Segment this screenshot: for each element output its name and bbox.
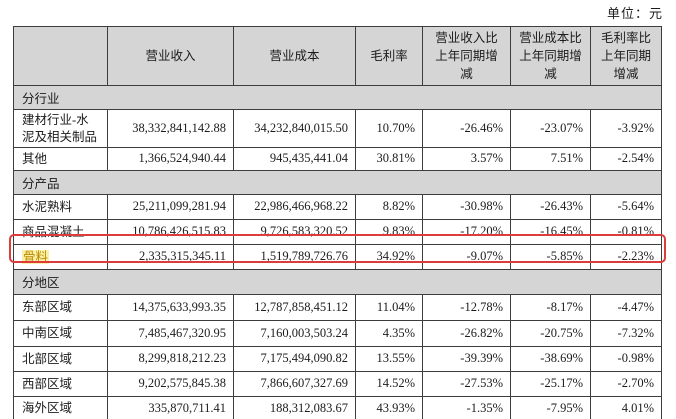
row-label: 北部区域 — [13, 345, 108, 372]
cell-margin: 30.81% — [355, 146, 423, 171]
cell-revenue-yoy: -26.82% — [422, 319, 511, 347]
cell-revenue: 9,202,575,845.38 — [107, 370, 234, 397]
col-header-blank — [13, 25, 108, 87]
section-row-industry: 分行业 — [13, 85, 662, 111]
cell-revenue-yoy: -39.39% — [422, 345, 511, 372]
table-row: 商品混凝土 10,786,426,515.83 9,726,583,320.52… — [13, 218, 662, 245]
col-header-revenue: 营业收入 — [107, 25, 234, 87]
section-title: 分产品 — [13, 169, 662, 195]
cell-margin: 8.82% — [355, 193, 423, 220]
cell-margin-yoy: -4.47% — [590, 293, 662, 321]
col-header-cost: 营业成本 — [233, 25, 356, 87]
cell-revenue-yoy: -27.53% — [422, 370, 511, 397]
row-label: 东部区域 — [13, 293, 108, 321]
cell-cost-yoy: -16.45% — [510, 218, 591, 245]
cell-cost: 12,787,858,451.12 — [233, 293, 356, 321]
cell-cost-yoy: -25.17% — [510, 370, 591, 397]
table-row: 北部区域 8,299,818,212.23 7,175,494,090.82 1… — [13, 345, 662, 372]
header-row: 营业收入 营业成本 毛利率 营业收入比上年同期增减 营业成本比上年同期增减 毛利… — [13, 25, 662, 87]
col-header-revenue-yoy: 营业收入比上年同期增减 — [422, 25, 511, 87]
cell-cost-yoy: 7.51% — [510, 146, 591, 171]
cell-revenue: 25,211,099,281.94 — [107, 193, 234, 220]
row-label: 中南区域 — [13, 319, 108, 347]
cell-revenue: 2,335,315,345.11 — [107, 243, 234, 270]
cell-margin: 34.92% — [355, 243, 423, 270]
cell-margin-yoy: -5.64% — [590, 193, 662, 220]
cell-cost: 7,866,607,327.69 — [233, 370, 356, 397]
row-label: 骨料 — [13, 243, 108, 270]
cell-revenue-yoy: 3.57% — [422, 146, 511, 171]
cell-revenue-yoy: -1.35% — [422, 395, 511, 419]
cell-cost: 9,726,583,320.52 — [233, 218, 356, 245]
cell-revenue-yoy: -26.46% — [422, 109, 511, 148]
col-header-cost-yoy: 营业成本比上年同期增减 — [510, 25, 591, 87]
cell-cost-yoy: -7.95% — [510, 395, 591, 419]
cell-cost: 1,519,789,726.76 — [233, 243, 356, 270]
highlighted-product-label: 骨料 — [22, 249, 50, 264]
section-row-product: 分产品 — [13, 169, 662, 195]
table-row-aggregate-highlighted: 骨料 2,335,315,345.11 1,519,789,726.76 34.… — [13, 243, 662, 270]
table-row: 海外区域 335,870,711.41 188,312,083.67 43.93… — [13, 395, 662, 419]
cell-revenue: 14,375,633,993.35 — [107, 293, 234, 321]
cell-margin: 14.52% — [355, 370, 423, 397]
cell-revenue: 335,870,711.41 — [107, 395, 234, 419]
row-label: 建材行业-水泥及相关制品 — [13, 109, 108, 148]
cell-margin-yoy: -0.81% — [590, 218, 662, 245]
cell-cost-yoy: -23.07% — [510, 109, 591, 148]
section-title: 分地区 — [13, 268, 662, 295]
col-header-margin-yoy: 毛利率比上年同期增减 — [590, 25, 662, 87]
cell-revenue: 8,299,818,212.23 — [107, 345, 234, 372]
table-row: 东部区域 14,375,633,993.35 12,787,858,451.12… — [13, 293, 662, 321]
row-label: 海外区域 — [13, 395, 108, 419]
table-row: 西部区域 9,202,575,845.38 7,866,607,327.69 1… — [13, 370, 662, 397]
cell-cost-yoy: -26.43% — [510, 193, 591, 220]
cell-margin-yoy: -0.98% — [590, 345, 662, 372]
row-label: 水泥熟料 — [13, 193, 108, 220]
col-header-margin: 毛利率 — [355, 25, 423, 87]
cell-cost-yoy: -20.75% — [510, 319, 591, 347]
cell-margin: 9.83% — [355, 218, 423, 245]
cell-cost-yoy: -5.85% — [510, 243, 591, 270]
cell-revenue-yoy: -9.07% — [422, 243, 511, 270]
table-row: 水泥熟料 25,211,099,281.94 22,986,466,968.22… — [13, 193, 662, 220]
cell-margin: 4.35% — [355, 319, 423, 347]
cell-margin: 10.70% — [355, 109, 423, 148]
cell-revenue: 38,332,841,142.88 — [107, 109, 234, 148]
section-row-region: 分地区 — [13, 268, 662, 295]
cell-cost: 7,160,003,503.24 — [233, 319, 356, 347]
cell-cost: 22,986,466,968.22 — [233, 193, 356, 220]
financial-table: 营业收入 营业成本 毛利率 营业收入比上年同期增减 营业成本比上年同期增减 毛利… — [13, 25, 662, 419]
cell-revenue: 1,366,524,940.44 — [107, 146, 234, 171]
cell-margin: 13.55% — [355, 345, 423, 372]
cell-margin-yoy: -3.92% — [590, 109, 662, 148]
cell-revenue-yoy: -30.98% — [422, 193, 511, 220]
cell-cost-yoy: -38.69% — [510, 345, 591, 372]
cell-cost: 34,232,840,015.50 — [233, 109, 356, 148]
table-row: 其他 1,366,524,940.44 945,435,441.04 30.81… — [13, 146, 662, 171]
cell-revenue-yoy: -12.78% — [422, 293, 511, 321]
cell-margin-yoy: -7.32% — [590, 319, 662, 347]
section-title: 分行业 — [13, 85, 662, 111]
cell-margin-yoy: 4.01% — [590, 395, 662, 419]
row-label: 商品混凝土 — [13, 218, 108, 245]
cell-margin: 11.04% — [355, 293, 423, 321]
row-label: 西部区域 — [13, 370, 108, 397]
cell-cost: 7,175,494,090.82 — [233, 345, 356, 372]
cell-margin: 43.93% — [355, 395, 423, 419]
unit-label: 单位：元 — [606, 6, 663, 21]
table-row: 建材行业-水泥及相关制品 38,332,841,142.88 34,232,84… — [13, 109, 662, 148]
cell-margin-yoy: -2.70% — [590, 370, 662, 397]
cell-margin-yoy: -2.54% — [590, 146, 662, 171]
table-row: 中南区域 7,485,467,320.95 7,160,003,503.24 4… — [13, 319, 662, 347]
cell-margin-yoy: -2.23% — [590, 243, 662, 270]
cell-cost: 945,435,441.04 — [233, 146, 356, 171]
cell-cost-yoy: -8.17% — [510, 293, 591, 321]
cell-revenue: 10,786,426,515.83 — [107, 218, 234, 245]
cell-revenue: 7,485,467,320.95 — [107, 319, 234, 347]
cell-cost: 188,312,083.67 — [233, 395, 356, 419]
row-label: 其他 — [13, 146, 108, 171]
cell-revenue-yoy: -17.20% — [422, 218, 511, 245]
